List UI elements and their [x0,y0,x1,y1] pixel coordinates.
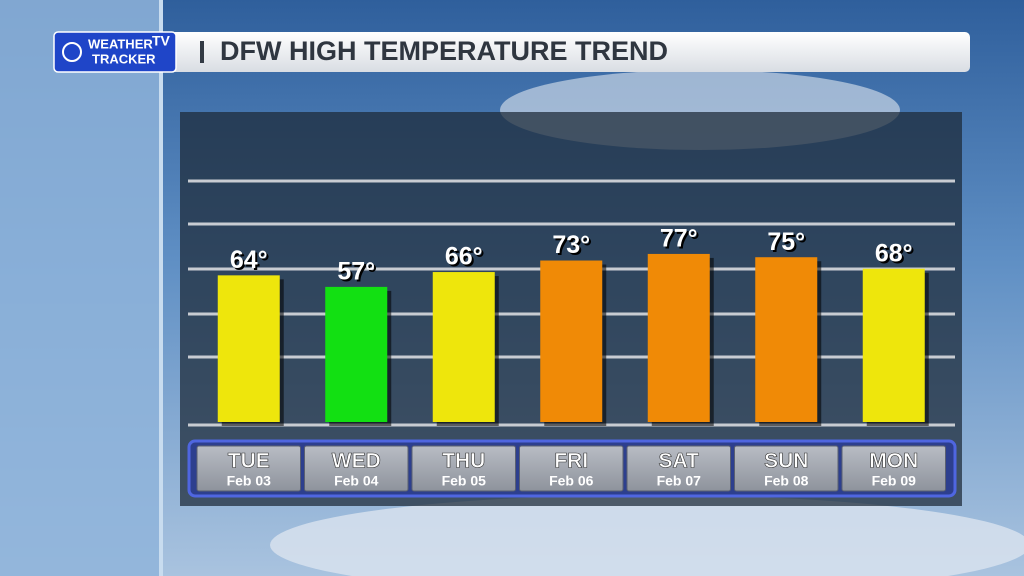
logo-box [53,31,177,73]
date-label: Feb 07 [657,473,702,489]
value-label-shadow: 57° [339,259,377,287]
day-cell [734,445,839,492]
bar [325,286,388,422]
date-label: Feb 06 [549,473,594,489]
x-tick-label: WED [332,450,381,473]
day-cell [841,445,946,492]
value-label: 66° [445,243,483,271]
bar [647,253,710,422]
title-bar [56,32,970,72]
date-label: Feb 03 [227,473,272,489]
x-tick-label: SUN [764,450,808,473]
value-label: 57° [337,257,375,285]
day-cell [304,445,409,492]
x-tick-label: SAT [659,450,700,473]
day-cell [196,445,301,492]
day-cell [626,445,731,492]
x-tick-label: FRI [554,450,588,473]
title-divider [200,41,204,63]
value-label-shadow: 68° [877,241,915,269]
x-tick-label: TUE [228,450,270,473]
date-label: Feb 04 [334,473,379,489]
logo-icon [62,42,82,62]
bar [540,260,603,422]
bar [217,275,280,422]
value-label: 77° [660,225,698,253]
date-label: Feb 05 [442,473,487,489]
side-panel-edge [159,0,163,576]
value-label: 73° [552,231,590,259]
value-label-shadow: 73° [554,233,592,261]
bar [862,268,925,422]
chart-title: DFW HIGH TEMPERATURE TREND [220,36,668,66]
x-tick-label: MON [869,450,918,473]
day-cell [519,445,624,492]
logo-badge: TV [152,33,171,49]
x-tick-label: THU [442,450,485,473]
value-label-shadow: 66° [447,245,485,273]
value-label-shadow: 77° [662,227,700,255]
value-label-shadow: 75° [769,230,807,258]
logo-text: WEATHER [88,36,153,51]
value-label: 64° [230,246,268,274]
date-label: Feb 08 [764,473,809,489]
value-label: 75° [767,228,805,256]
cloud [270,495,1024,576]
value-label: 68° [875,239,913,267]
value-label-shadow: 64° [232,248,270,276]
bar [755,257,818,422]
side-panel [0,0,160,576]
day-cell [411,445,516,492]
bar [432,272,495,422]
logo-text: TRACKER [92,51,156,66]
date-label: Feb 09 [872,473,917,489]
